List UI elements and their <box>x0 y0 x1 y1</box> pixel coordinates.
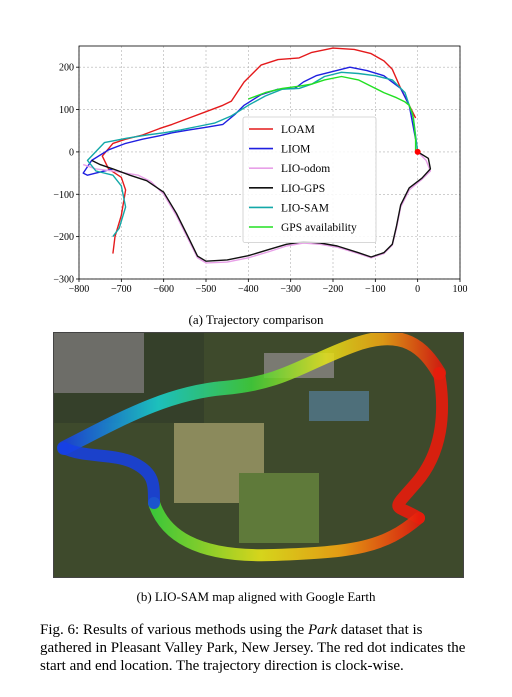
x-tick-label: −600 <box>153 284 174 295</box>
trajectory-chart: −800 −700 −600 −500 −400 −300 −200 −100 0 100 −300… <box>53 45 468 295</box>
chart-legend: LOAM LIOM LIO-odom LIO-GPS LIO-SAM GPS availa… <box>242 116 377 243</box>
start-end-marker <box>414 148 421 155</box>
y-tick-label: −300 <box>53 275 74 286</box>
legend-label: LOAM <box>281 124 315 136</box>
trail-east <box>392 367 449 524</box>
axes-frame <box>78 45 461 280</box>
figure-caption: Fig. 6: Results of various methods using… <box>40 621 470 675</box>
figure-label: Fig. 6: <box>40 622 80 638</box>
x-tick-label: 0 <box>415 284 420 295</box>
aerial-map-image <box>53 332 464 578</box>
tennis-courts <box>309 391 369 421</box>
x-tick-label: −700 <box>111 284 132 295</box>
x-tick-label: −400 <box>238 284 259 295</box>
field-lower <box>239 473 319 543</box>
legend-label: LIO-GPS <box>281 183 325 195</box>
x-tick-label: −300 <box>280 284 301 295</box>
x-tick-label: 100 <box>453 284 468 295</box>
legend-label: LIO-SAM <box>281 202 329 214</box>
subcaption-a: (a) Trajectory comparison <box>188 312 324 327</box>
y-tick-label: −100 <box>53 190 74 201</box>
legend-label: LIOM <box>281 144 310 156</box>
x-tick-label: −500 <box>196 284 217 295</box>
x-tick-label: −200 <box>323 284 344 295</box>
trail-north <box>57 333 446 455</box>
y-tick-label: 0 <box>69 147 74 158</box>
y-tick-label: 200 <box>59 63 74 74</box>
y-tick-label: −200 <box>53 232 74 243</box>
figure-caption-text-1: Results of various methods using the <box>82 622 305 638</box>
x-tick-label: −800 <box>69 284 90 295</box>
legend-label: GPS availability <box>281 222 357 234</box>
buildings-area <box>54 333 144 393</box>
figure-caption-text-2: dataset that is gathered in Pleasant Val… <box>40 622 466 674</box>
trail-south <box>148 497 425 562</box>
x-tick-label: −100 <box>365 284 386 295</box>
legend-label: LIO-odom <box>281 163 330 175</box>
series-line-loam <box>101 47 417 254</box>
subcaption-b: (b) LIO-SAM map aligned with Google Eart… <box>136 589 376 604</box>
legend-box <box>242 116 377 243</box>
trail-west <box>58 442 160 509</box>
series-line-gps-availability <box>248 75 417 152</box>
series-line-lio-odom <box>82 151 432 264</box>
chart-ticks: −800 −700 −600 −500 −400 −300 −200 −100 0 100 −300… <box>53 63 467 295</box>
series-line-lio-sam <box>86 71 419 238</box>
y-tick-label: 100 <box>59 105 74 116</box>
dataset-name: Park <box>307 622 338 638</box>
